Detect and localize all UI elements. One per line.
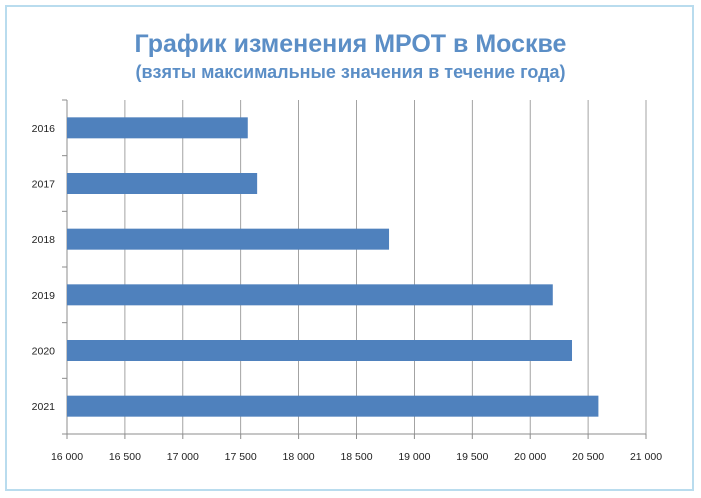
bar-2021	[67, 395, 599, 417]
y-tick-label: 2016	[32, 123, 56, 135]
x-tick-label: 20 000	[514, 451, 546, 463]
x-tick-label: 19 000	[398, 451, 430, 463]
x-tick-label: 18 500	[340, 451, 372, 463]
bar-2016	[67, 117, 248, 139]
y-tick-label: 2019	[32, 290, 56, 302]
x-tick-label: 17 500	[225, 451, 257, 463]
x-tick-label: 18 000	[283, 451, 315, 463]
bar-2018	[67, 228, 390, 250]
bar-2019	[67, 284, 553, 306]
x-tick-label: 20 500	[572, 451, 604, 463]
y-tick-label: 2020	[32, 346, 56, 358]
x-tick-label: 19 500	[456, 451, 488, 463]
chart-title: График изменения МРОТ в Москве	[134, 30, 567, 58]
y-tick-label: 2018	[32, 234, 56, 246]
x-tick-label: 16 000	[51, 451, 83, 463]
bar-2017	[67, 173, 258, 194]
y-tick-label: 2017	[32, 179, 56, 191]
x-tick-label: 17 000	[167, 451, 199, 463]
bar-2020	[67, 340, 573, 361]
x-tick-label: 16 500	[109, 451, 141, 463]
y-tick-label: 2021	[32, 401, 56, 413]
x-tick-label: 21 000	[630, 451, 662, 463]
chart-subtitle: (взяты максимальные значения в течение г…	[135, 62, 566, 82]
